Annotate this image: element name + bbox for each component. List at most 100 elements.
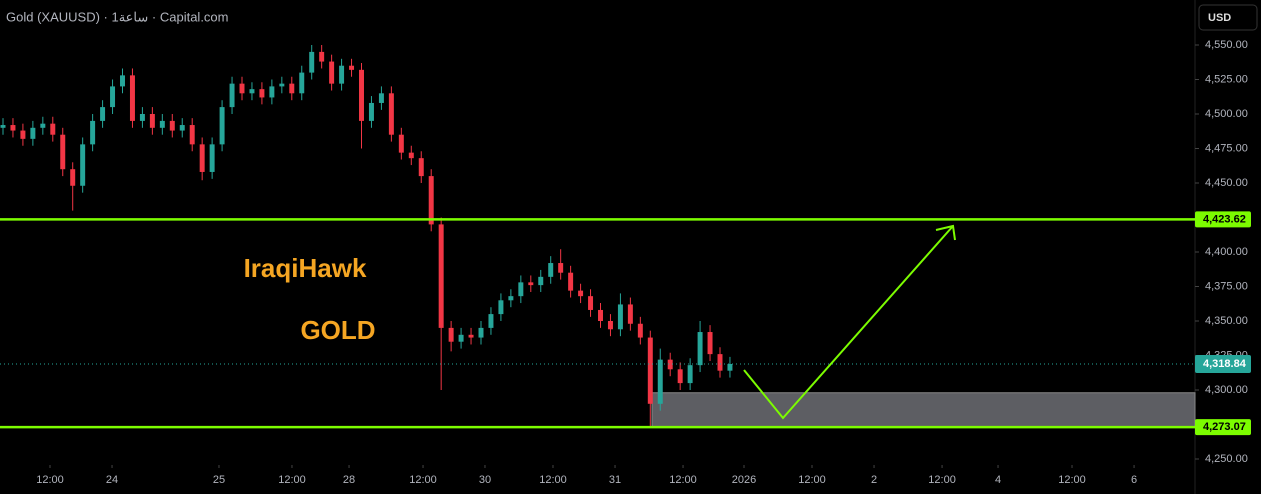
candle-body (349, 65, 355, 70)
x-tick-label: 24 (106, 474, 118, 486)
x-tick-label: 12:00 (798, 474, 826, 486)
candle-body (30, 127, 36, 139)
candle-body (20, 130, 26, 139)
candle-body (199, 144, 205, 172)
candle-body (438, 224, 444, 328)
candle-body (378, 93, 384, 103)
plot (0, 45, 1196, 428)
candle-body (548, 263, 554, 277)
candle-body (279, 83, 285, 87)
y-tick-label: 4,350.00 (1205, 315, 1248, 327)
candle-body (558, 263, 564, 273)
candle-body (70, 169, 76, 186)
x-tick-label: 12:00 (669, 474, 697, 486)
candle-body (498, 300, 504, 315)
x-tick-label: 2026 (732, 474, 756, 486)
level-tag (1195, 211, 1251, 228)
x-tick-label: 31 (609, 474, 621, 486)
y-tick-label: 4,450.00 (1205, 177, 1248, 189)
candle-body (209, 144, 215, 172)
x-tick-label: 12:00 (1058, 474, 1086, 486)
annotation: GOLD (300, 315, 375, 345)
annotation: IraqiHawk (244, 253, 367, 283)
candle-body (528, 282, 534, 286)
y-tick-label: 4,250.00 (1205, 453, 1248, 465)
candle-body (538, 276, 544, 286)
candle-body (299, 72, 305, 94)
x-tick-label: 12:00 (928, 474, 956, 486)
candle-body (627, 304, 633, 324)
x-tick-label: 4 (995, 474, 1001, 486)
arrow-head (935, 224, 956, 241)
candle-body (687, 365, 693, 384)
x-tick-label: 30 (479, 474, 491, 486)
candle-body (398, 134, 404, 153)
candle-body (448, 327, 454, 342)
candle-body (359, 69, 364, 121)
x-tick-label: 25 (213, 474, 225, 486)
candle-body (598, 309, 603, 321)
y-tick-label: 4,400.00 (1205, 246, 1248, 258)
candle-body (149, 114, 155, 128)
candle-body (329, 61, 335, 84)
candle-body (617, 304, 623, 330)
candle-body (60, 134, 66, 170)
level-label: 4,423.62 (1203, 213, 1246, 225)
candle-body (588, 296, 594, 310)
candle-body (508, 296, 514, 301)
candle-body (568, 272, 574, 291)
candle-body (717, 354, 723, 371)
candle-body (388, 93, 394, 135)
candle-body (50, 123, 56, 135)
candle-body (478, 327, 484, 338)
candle-body (607, 320, 613, 330)
currency-label[interactable]: USD (1208, 12, 1231, 24)
y-tick-label: 4,375.00 (1205, 280, 1248, 292)
candle-body (229, 83, 235, 108)
candle-body (578, 290, 584, 297)
candle-body (0, 125, 6, 128)
candle-body (458, 334, 464, 342)
candle-body (468, 334, 474, 338)
candle-body (90, 120, 96, 145)
arrow (743, 225, 954, 420)
x-tick-label: 28 (343, 474, 355, 486)
candle-body (637, 323, 643, 338)
x-tick-label: 12:00 (278, 474, 306, 486)
candle-body (309, 51, 315, 73)
candle-body (368, 102, 374, 121)
candle-body (219, 107, 225, 145)
x-tick-label: 12:00 (539, 474, 567, 486)
candle-body (139, 114, 145, 121)
candle-body (418, 158, 424, 177)
zone (651, 392, 1196, 428)
chart-title: Gold (XAUUSD) · 1ساعة · Capital.com (6, 9, 229, 24)
candle-body (169, 120, 175, 131)
candle-body (259, 89, 265, 98)
x-tick-label: 6 (1131, 474, 1137, 486)
y-tick-label: 4,475.00 (1205, 142, 1248, 154)
candle-body (80, 144, 86, 186)
x-tick-label: 12:00 (36, 474, 64, 486)
candle-body (488, 314, 494, 328)
candle-body (428, 176, 434, 225)
candle-body (179, 125, 185, 131)
candle-body (10, 125, 16, 131)
candle-body (518, 282, 524, 297)
candle-body (697, 332, 703, 366)
x-tick-label: 2 (871, 474, 877, 486)
candle-body (667, 359, 673, 370)
currency-button[interactable] (1198, 4, 1258, 31)
candle-body (289, 83, 295, 94)
candle-body (189, 125, 195, 145)
candle-body (129, 75, 135, 121)
candle-body (239, 83, 245, 94)
last-price-tag (1195, 354, 1251, 373)
candle-body (647, 337, 653, 404)
y-tick-label: 4,500.00 (1205, 108, 1248, 120)
candle-body (159, 120, 165, 128)
candle-body (40, 123, 46, 128)
candle-body (269, 86, 275, 98)
candle-body (339, 65, 345, 84)
